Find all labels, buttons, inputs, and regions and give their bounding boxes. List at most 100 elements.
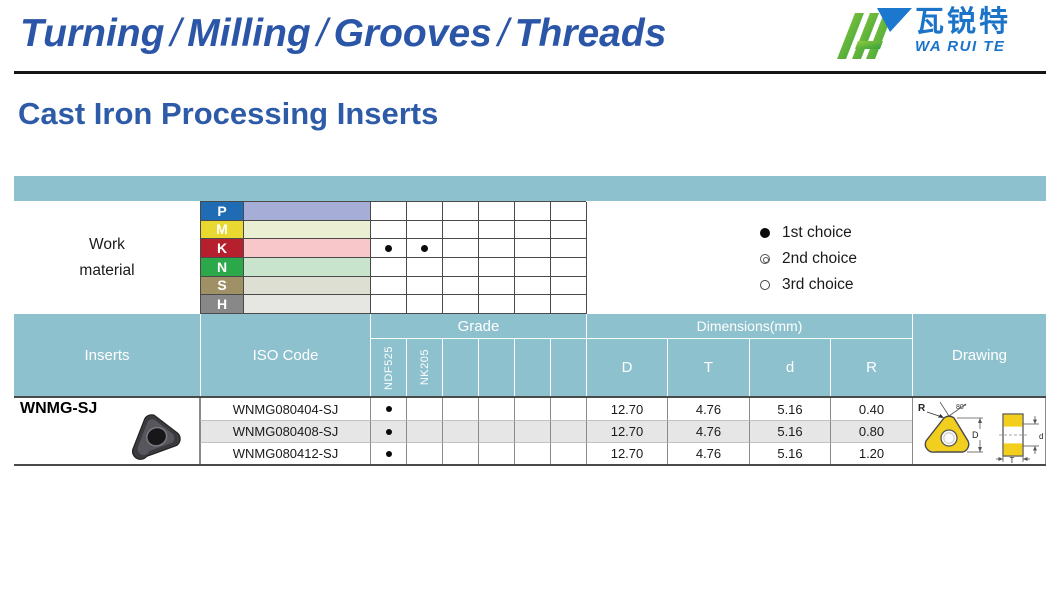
table-divider-top bbox=[14, 396, 1046, 398]
grade-subheader: NK205 bbox=[406, 338, 442, 396]
iso-code-cell: WNMG080408-SJ bbox=[200, 420, 370, 442]
col-header-grade-group: Grade bbox=[370, 314, 586, 338]
material-letter-cell: P bbox=[201, 202, 244, 221]
page-title: Cast Iron Processing Inserts bbox=[18, 96, 439, 131]
work-material-label-line2: material bbox=[79, 261, 135, 279]
grade-mark-cell bbox=[550, 442, 586, 464]
col-header-dimensions-group: Dimensions(mm) bbox=[586, 314, 912, 338]
material-grade-cell bbox=[515, 295, 551, 314]
material-grade-cell bbox=[371, 239, 407, 258]
material-grade-cell bbox=[407, 220, 443, 240]
legend-item: 2nd choice bbox=[760, 246, 857, 272]
material-grade-cell bbox=[515, 257, 551, 277]
grade-name: NK205 bbox=[418, 349, 431, 386]
material-grade-cell bbox=[551, 239, 587, 258]
material-grade-cell bbox=[407, 239, 443, 258]
material-letter-cell: H bbox=[201, 295, 244, 314]
grade-subheader bbox=[514, 338, 550, 396]
material-grade-cell bbox=[371, 257, 407, 277]
grade-mark-cell bbox=[478, 442, 514, 464]
dimension-value-cell: 4.76 bbox=[667, 398, 749, 420]
grade-mark-cell bbox=[442, 420, 478, 442]
first-choice-dot bbox=[385, 428, 392, 435]
material-color-band bbox=[244, 202, 371, 221]
material-letter-cell: K bbox=[201, 239, 244, 258]
company-logo: 瓦锐特 WA RUI TE bbox=[833, 5, 1055, 67]
dimension-value-cell: 4.76 bbox=[667, 442, 749, 464]
logo-chinese-name: 瓦锐特 bbox=[915, 6, 1012, 38]
grade-mark-cell bbox=[550, 398, 586, 420]
heading-word: Threads bbox=[514, 12, 667, 55]
dimension-value-cell: 12.70 bbox=[586, 442, 667, 464]
grade-subheader bbox=[442, 338, 478, 396]
legend-double-marker-icon bbox=[760, 254, 770, 264]
heading-separator: / bbox=[497, 12, 509, 55]
material-grade-cell bbox=[371, 202, 407, 221]
dimension-value-cell: 5.16 bbox=[749, 398, 830, 420]
material-grade-cell bbox=[551, 276, 587, 296]
material-color-band bbox=[244, 239, 371, 258]
table-row: WNMG080412-SJ 12.70 4.76 5.16 1.20 bbox=[200, 442, 912, 464]
material-grade-cell bbox=[515, 239, 551, 258]
drawing-d-label: d bbox=[1039, 432, 1043, 441]
grade-mark-cell bbox=[478, 398, 514, 420]
material-letter-cell: M bbox=[201, 220, 244, 240]
logo-mark-icon bbox=[837, 8, 912, 59]
grade-mark-cell bbox=[406, 420, 442, 442]
technical-drawing-icon: 80° R D bbox=[918, 401, 1043, 465]
material-grade-cell bbox=[479, 239, 515, 258]
dimension-value-cell: 0.80 bbox=[830, 420, 912, 442]
heading-word: Turning bbox=[20, 12, 165, 55]
iso-code-cell: WNMG080412-SJ bbox=[200, 442, 370, 464]
grade-mark-cell bbox=[370, 398, 406, 420]
insert-series-name: WNMG-SJ bbox=[20, 400, 98, 417]
material-grade-cell bbox=[443, 202, 479, 221]
dimension-value-cell: 5.16 bbox=[749, 442, 830, 464]
logo-text: 瓦锐特 WA RUI TE bbox=[915, 5, 1011, 67]
grade-subheader: NDF525 bbox=[370, 338, 406, 396]
dimension-value-cell: 12.70 bbox=[586, 398, 667, 420]
drawing-cell: 80° R D bbox=[912, 398, 1046, 465]
material-grade-cell bbox=[479, 276, 515, 296]
grade-mark-cell bbox=[514, 420, 550, 442]
heading-word: Grooves bbox=[333, 12, 492, 55]
inserts-table: Inserts ISO Code Grade NDF525 NK205 Dimen… bbox=[14, 314, 1046, 466]
legend-label: 2nd choice bbox=[782, 250, 857, 267]
dimension-value-cell: 0.40 bbox=[830, 398, 912, 420]
material-grade-cell bbox=[443, 276, 479, 296]
drawing-radius-label: R bbox=[918, 403, 926, 414]
section-band bbox=[14, 176, 1046, 201]
material-grade-cell bbox=[443, 295, 479, 314]
legend-item: 3rd choice bbox=[760, 272, 857, 298]
legend-filled-marker-icon bbox=[760, 228, 770, 238]
grade-mark-cell bbox=[478, 420, 514, 442]
dimension-subheader: R bbox=[830, 338, 912, 396]
material-grade-cell bbox=[551, 295, 587, 314]
first-choice-dot bbox=[385, 244, 392, 252]
table-divider-bottom bbox=[14, 464, 1046, 466]
dimension-value-cell: 12.70 bbox=[586, 420, 667, 442]
material-color-band bbox=[244, 220, 371, 240]
dimension-value-cell: 1.20 bbox=[830, 442, 912, 464]
material-grade-cell bbox=[443, 257, 479, 277]
material-grade-cell bbox=[371, 295, 407, 314]
material-grade-cell bbox=[551, 220, 587, 240]
work-material-label: Work material bbox=[14, 201, 200, 314]
heading-word: Milling bbox=[187, 12, 311, 55]
material-grade-cell bbox=[515, 276, 551, 296]
grade-mark-cell bbox=[370, 420, 406, 442]
legend-label: 3rd choice bbox=[782, 276, 854, 293]
dimension-value-cell: 4.76 bbox=[667, 420, 749, 442]
first-choice-dot bbox=[421, 244, 428, 252]
first-choice-dot bbox=[385, 450, 392, 457]
material-grade-cell bbox=[371, 276, 407, 296]
grade-mark-cell bbox=[370, 442, 406, 464]
insert-photo-icon bbox=[131, 414, 181, 460]
col-header-iso-code: ISO Code bbox=[200, 314, 370, 396]
drawing-angle-label: 80° bbox=[956, 403, 967, 411]
logo-latin-name: WA RUI TE bbox=[915, 38, 1006, 55]
iso-code-cell: WNMG080404-SJ bbox=[200, 398, 370, 420]
material-letter-cell: S bbox=[201, 276, 244, 296]
table-row: WNMG080404-SJ 12.70 4.76 5.16 0.40 bbox=[200, 398, 912, 420]
material-grade-cell bbox=[479, 202, 515, 221]
